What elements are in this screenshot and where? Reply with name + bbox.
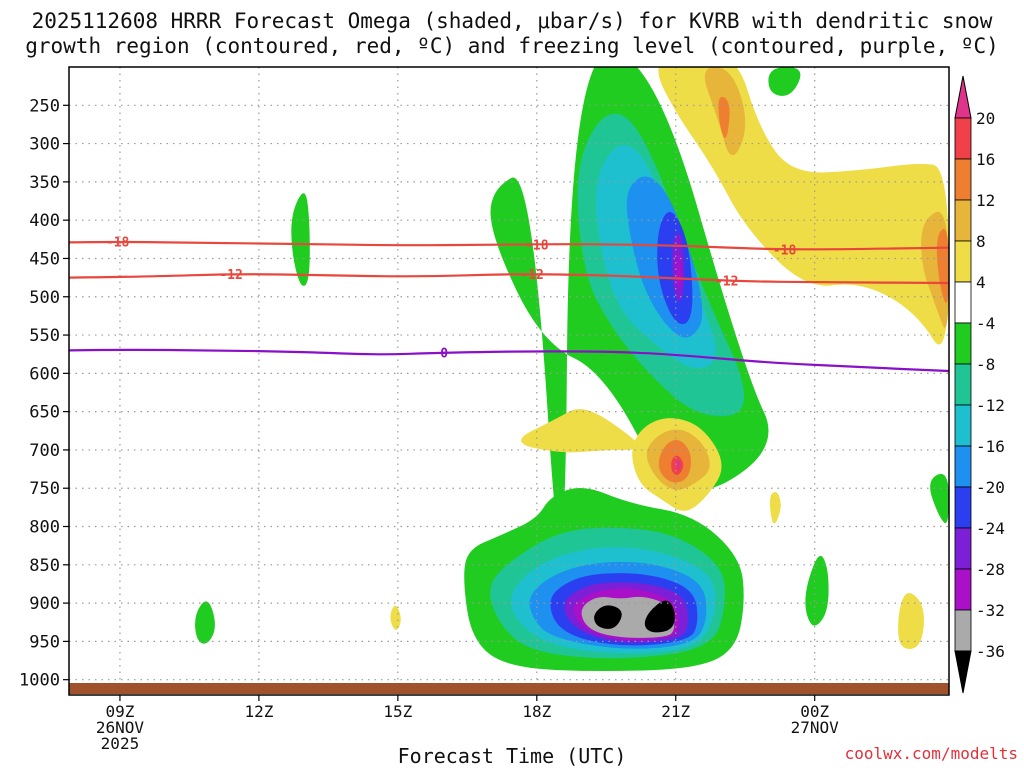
y-tick-label-800: 800 [29, 518, 60, 538]
x-tick-label-00Z: 00Z [800, 702, 829, 721]
y-tick-label-1000: 1000 [19, 671, 60, 691]
x-tick-label-15Z: 15Z [383, 702, 412, 721]
x-tick-label-09Z-line3: 2025 [101, 734, 140, 753]
omega-region--4 [805, 555, 829, 626]
contour-label--18: -18 [773, 243, 797, 258]
omega-colorbar: 20 16 12 8 4 -4 -8 -12 -16 -20 -24 -28 -32 -36 [954, 75, 1005, 694]
pressure-axis: 250 300 350 400 450 500 550 600 650 700 750 800 850 9… [19, 96, 69, 691]
omega-region-4 [769, 492, 781, 524]
omega-shading-layer [195, 67, 949, 672]
colorbar-bottom-arrow [954, 650, 972, 694]
x-tick-label-00Z-line2: 27NOV [791, 718, 840, 737]
y-tick-label-600: 600 [29, 364, 60, 384]
y-tick-label-400: 400 [29, 211, 60, 231]
colorbar-band--20 [954, 445, 972, 488]
x-tick-label-18Z: 18Z [522, 702, 551, 721]
temperature-contour-layer: -18 -18 -18 -12 -12 -12 0 [69, 236, 949, 373]
y-tick-label-500: 500 [29, 288, 60, 308]
colorbar-band--28 [954, 527, 972, 570]
source-credit: coolwx.com/modelts [844, 744, 1018, 763]
y-tick-label-850: 850 [29, 556, 60, 576]
chart-title-line-1: 2025112608 HRRR Forecast Omega (shaded, … [31, 9, 993, 33]
colorbar-label-8: 8 [976, 232, 986, 251]
colorbar-label--28: -28 [976, 560, 1005, 579]
x-tick-label-21Z: 21Z [661, 702, 690, 721]
colorbar-top-arrow [954, 75, 972, 119]
contour-label--12: -12 [715, 275, 738, 290]
colorbar-band--4 [954, 281, 972, 324]
colorbar-label-16: 16 [976, 150, 995, 169]
omega-region-12 [718, 96, 730, 138]
omega-region-20 [676, 460, 681, 470]
x-tick-label-12Z: 12Z [244, 702, 273, 721]
y-tick-label-550: 550 [29, 326, 60, 346]
x-tick-label-09Z: 09Z [105, 702, 134, 721]
colorbar-band--12 [954, 363, 972, 406]
omega-region-4 [898, 593, 924, 649]
colorbar-band-12 [954, 158, 972, 201]
contour-line--18 [69, 240, 949, 251]
x-axis-title: Forecast Time (UTC) [397, 744, 627, 768]
colorbar-label--36: -36 [976, 642, 1005, 661]
omega-region-4 [390, 605, 401, 630]
colorbar-label--32: -32 [976, 601, 1005, 620]
y-tick-label-250: 250 [29, 96, 60, 116]
y-tick-label-950: 950 [29, 632, 60, 652]
omega-region--4 [195, 601, 215, 644]
omega-region--4 [291, 193, 310, 286]
colorbar-label--20: -20 [976, 478, 1005, 497]
colorbar-label--4: -4 [976, 314, 995, 333]
omega-region--36 [644, 600, 675, 633]
colorbar-label-4: 4 [976, 273, 986, 292]
colorbar-band--16 [954, 404, 972, 447]
y-tick-label-300: 300 [29, 135, 60, 155]
omega-region--4 [768, 67, 801, 96]
colorbar-band-16 [954, 117, 972, 160]
colorbar-band-8 [954, 199, 972, 242]
contour-label--18: -18 [106, 236, 130, 251]
y-tick-label-350: 350 [29, 173, 60, 193]
gridlines [69, 67, 949, 695]
colorbar-label-20: 20 [976, 109, 995, 128]
ground-surface [69, 683, 949, 694]
chart-title-line-2: growth region (contoured, red, ºC) and f… [25, 34, 999, 58]
contour-line--12 [69, 273, 949, 285]
colorbar-band--8 [954, 322, 972, 365]
y-tick-label-700: 700 [29, 441, 60, 461]
contour-label--12: -12 [219, 268, 242, 283]
y-tick-label-900: 900 [29, 594, 60, 614]
contour-label-0: 0 [440, 347, 448, 362]
colorbar-label--24: -24 [976, 519, 1005, 538]
contour-label--12: -12 [520, 268, 543, 283]
contour-line-0 [69, 348, 949, 373]
y-tick-label-750: 750 [29, 479, 60, 499]
colorbar-label--8: -8 [976, 355, 995, 374]
colorbar-band-4 [954, 240, 972, 283]
colorbar-label-12: 12 [976, 191, 995, 210]
y-tick-label-650: 650 [29, 403, 60, 423]
colorbar-label--16: -16 [976, 437, 1005, 456]
omega-region-4 [521, 409, 639, 453]
colorbar-label--12: -12 [976, 396, 1005, 415]
omega-region--4 [930, 473, 949, 524]
colorbar-band--24 [954, 486, 972, 529]
y-tick-label-450: 450 [29, 249, 60, 269]
omega-region--28 [676, 253, 682, 289]
omega-region--36 [594, 605, 622, 629]
x-tick-label-09Z-line2: 26NOV [96, 718, 145, 737]
contour-label--18: -18 [525, 238, 549, 253]
colorbar-band--36 [954, 609, 972, 652]
colorbar-band--32 [954, 568, 972, 611]
plot-frame [68, 66, 950, 696]
